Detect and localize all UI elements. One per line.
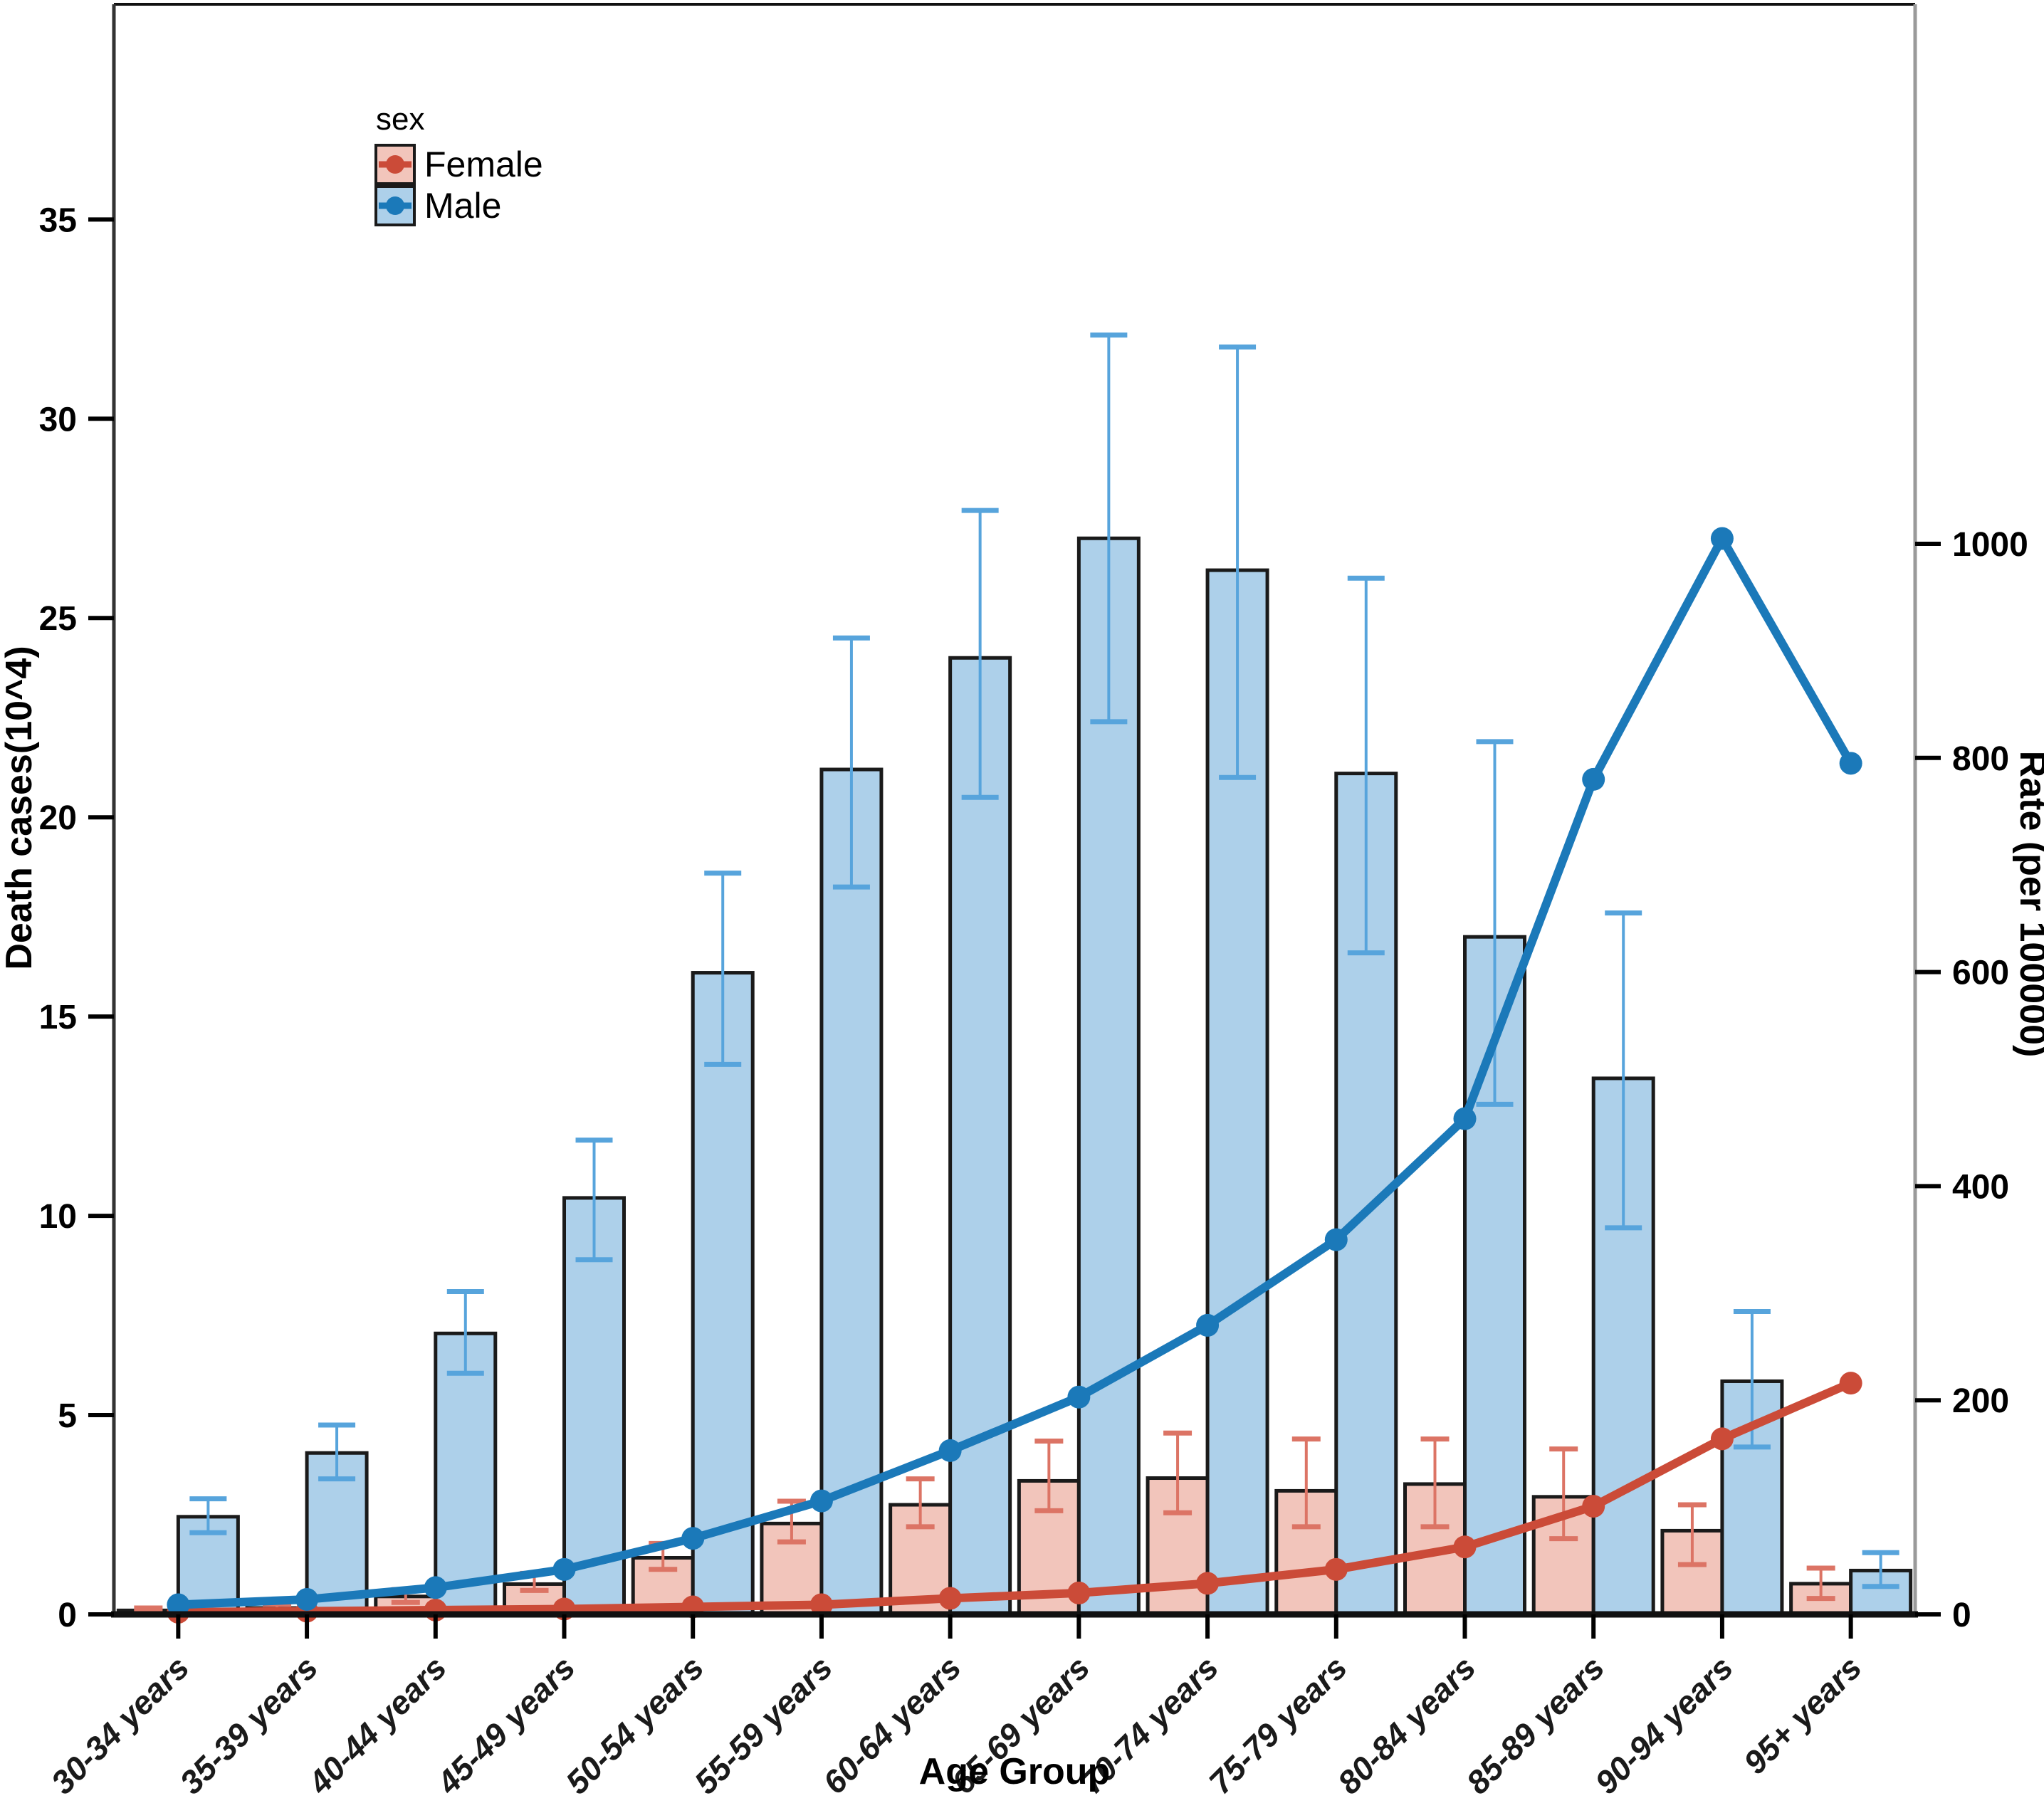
female-rate-line xyxy=(174,1379,1855,1617)
left-tick-label: 0 xyxy=(58,1597,77,1634)
left-tick-label: 5 xyxy=(58,1397,77,1435)
right-tick-label: 400 xyxy=(1952,1168,2009,1206)
male-rate-line-point xyxy=(809,1489,833,1513)
female-rate-line-point xyxy=(1324,1557,1348,1581)
left-tick-label: 30 xyxy=(39,401,77,438)
legend-label-male: Male xyxy=(424,186,501,226)
x-axis-title: Age Group xyxy=(919,1751,1111,1792)
right-axis-title: Rate (per 100000) xyxy=(2012,751,2044,1058)
left-tick-label: 20 xyxy=(39,799,77,837)
right-tick-label: 200 xyxy=(1952,1382,2009,1420)
male-bar xyxy=(562,1196,626,1617)
right-tick-label: 0 xyxy=(1952,1597,1971,1634)
male-rate-line xyxy=(174,534,1855,1609)
right-tick-label: 800 xyxy=(1952,740,2009,778)
male-rate-line-point xyxy=(1196,1313,1220,1337)
female-rate-line-point xyxy=(938,1587,962,1610)
female-rate-line-point xyxy=(1710,1427,1734,1451)
left-axis-title: Death cases(10^4) xyxy=(0,646,40,969)
legend-key-point-male xyxy=(386,196,404,215)
female-rate-line-point xyxy=(1839,1372,1862,1395)
male-rate-line-point xyxy=(1710,527,1734,550)
legend-label-female: Female xyxy=(424,144,543,184)
legend-title: sex xyxy=(376,102,424,137)
male-rate-line-point xyxy=(1582,767,1605,791)
female-rate-line-point xyxy=(1582,1495,1605,1518)
female-rate-line-point xyxy=(1067,1581,1091,1604)
male-rate-line-point xyxy=(295,1587,319,1611)
left-tick-label: 25 xyxy=(39,600,77,638)
left-tick-label: 15 xyxy=(39,999,77,1036)
male-rate-line-point xyxy=(552,1557,576,1581)
male-rate-line-layer xyxy=(167,527,1862,1617)
male-bar xyxy=(948,656,1012,1617)
male-rate-line-point xyxy=(424,1576,447,1599)
right-tick-label: 1000 xyxy=(1952,526,2028,564)
male-rate-line-point xyxy=(167,1593,190,1617)
female-rate-line-point xyxy=(1196,1572,1220,1595)
male-bar xyxy=(691,971,755,1617)
male-rate-line-point xyxy=(1067,1385,1091,1409)
female-rate-line-point xyxy=(809,1593,833,1617)
female-rate-line-point xyxy=(1453,1535,1477,1559)
male-bar xyxy=(819,767,884,1617)
male-rate-line-point xyxy=(1324,1228,1348,1251)
male-rate-line-point xyxy=(938,1439,962,1462)
male-rate-line-point xyxy=(681,1527,705,1550)
right-tick-label: 600 xyxy=(1952,955,2009,992)
legend-key-point-female xyxy=(386,155,404,174)
left-tick-label: 10 xyxy=(39,1198,77,1236)
male-rate-line-point xyxy=(1453,1107,1477,1130)
left-tick-label: 35 xyxy=(39,201,77,239)
male-rate-line-point xyxy=(1839,752,1862,775)
